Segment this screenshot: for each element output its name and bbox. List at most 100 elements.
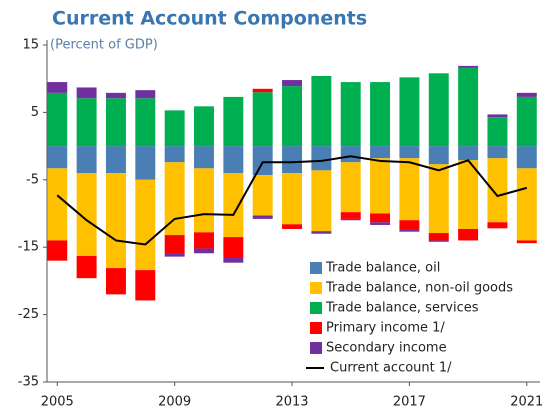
line xyxy=(56,155,528,246)
y-tick-label: -25 xyxy=(18,307,39,322)
bar xyxy=(223,146,244,174)
bar xyxy=(223,237,244,258)
bar xyxy=(105,173,126,269)
bar xyxy=(135,146,156,180)
bar xyxy=(282,146,303,174)
bar xyxy=(311,76,332,147)
bar xyxy=(76,98,97,147)
legend-swatch xyxy=(310,302,322,314)
bar xyxy=(311,231,332,234)
legend-swatch xyxy=(310,282,322,294)
bar xyxy=(370,222,391,225)
y-tick-label: -5 xyxy=(26,172,39,187)
bar xyxy=(458,67,479,147)
bar xyxy=(194,232,214,249)
bar xyxy=(164,146,185,163)
bar xyxy=(164,253,185,257)
legend-label: Trade balance, services xyxy=(325,301,479,316)
bar xyxy=(458,160,479,230)
bar xyxy=(487,158,508,223)
y-tick-label: 15 xyxy=(22,38,39,53)
bar xyxy=(370,213,391,223)
bar xyxy=(194,106,214,147)
bar xyxy=(428,164,449,234)
bar xyxy=(164,235,185,254)
y-tick-label: -35 xyxy=(18,375,39,390)
bar xyxy=(105,92,126,99)
bar xyxy=(47,146,68,169)
bar xyxy=(458,65,479,68)
bar xyxy=(311,231,332,232)
bar xyxy=(516,168,537,241)
bar xyxy=(252,215,273,219)
bar xyxy=(516,240,537,244)
bar xyxy=(164,162,185,236)
bar xyxy=(340,146,361,163)
bar xyxy=(311,146,332,171)
bar xyxy=(399,229,420,232)
bar xyxy=(340,162,361,213)
legend-label: Current account 1/ xyxy=(330,361,452,376)
bar xyxy=(399,146,420,159)
chart-title: Current Account Components xyxy=(52,8,367,30)
bar xyxy=(340,218,361,221)
bar xyxy=(105,146,126,174)
bar xyxy=(105,268,126,295)
bar xyxy=(282,224,303,230)
bar xyxy=(428,146,449,165)
bar xyxy=(47,92,68,147)
bar xyxy=(487,117,508,147)
legend-swatch xyxy=(310,342,322,354)
bar xyxy=(135,90,156,99)
bar xyxy=(282,80,303,87)
y-tick-label: -15 xyxy=(18,240,39,255)
bar xyxy=(516,96,537,147)
bar xyxy=(135,270,156,301)
bar xyxy=(370,82,391,147)
bar xyxy=(458,229,479,241)
bar xyxy=(399,158,420,221)
x-tick-label: 2017 xyxy=(393,395,426,410)
bar xyxy=(135,179,156,271)
bar xyxy=(252,88,273,93)
legend-swatch xyxy=(310,262,322,274)
bar xyxy=(516,146,537,169)
chart-subtitle: (Percent of GDP) xyxy=(50,38,158,53)
x-tick-label: 2013 xyxy=(275,395,308,410)
bar xyxy=(47,82,68,93)
bar xyxy=(47,240,68,261)
bar xyxy=(76,173,97,256)
x-tick-label: 2005 xyxy=(41,395,74,410)
y-tick-label: 5 xyxy=(31,105,39,120)
bar xyxy=(428,233,449,241)
bar xyxy=(194,168,214,233)
bar xyxy=(428,73,449,147)
bar xyxy=(252,92,273,147)
x-tick-label: 2009 xyxy=(158,395,191,410)
bar xyxy=(282,173,303,225)
bar xyxy=(194,248,214,254)
bar xyxy=(76,146,97,174)
legend-label: Secondary income xyxy=(326,341,447,356)
bar xyxy=(399,77,420,147)
bar xyxy=(428,240,449,242)
legend-label: Primary income 1/ xyxy=(326,321,445,336)
bar xyxy=(223,96,244,147)
bar xyxy=(47,168,68,241)
bar xyxy=(223,173,244,238)
bar xyxy=(252,146,273,176)
legend-swatch xyxy=(310,322,322,334)
bar xyxy=(487,222,508,229)
bar xyxy=(105,98,126,147)
x-tick-label: 2021 xyxy=(510,395,543,410)
bar xyxy=(340,212,361,219)
bar xyxy=(340,82,361,147)
bar xyxy=(370,146,391,159)
legend-label: Trade balance, oil xyxy=(325,261,440,276)
bar xyxy=(370,158,391,214)
bar xyxy=(135,98,156,147)
bar xyxy=(164,110,185,147)
bar xyxy=(458,146,479,161)
bar xyxy=(76,87,97,99)
